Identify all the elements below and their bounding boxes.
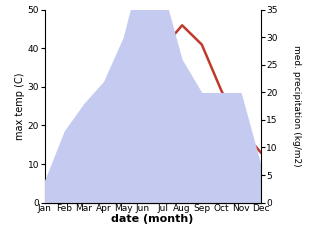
Y-axis label: max temp (C): max temp (C) [15,72,25,140]
X-axis label: date (month): date (month) [111,214,194,224]
Y-axis label: med. precipitation (kg/m2): med. precipitation (kg/m2) [292,45,301,167]
